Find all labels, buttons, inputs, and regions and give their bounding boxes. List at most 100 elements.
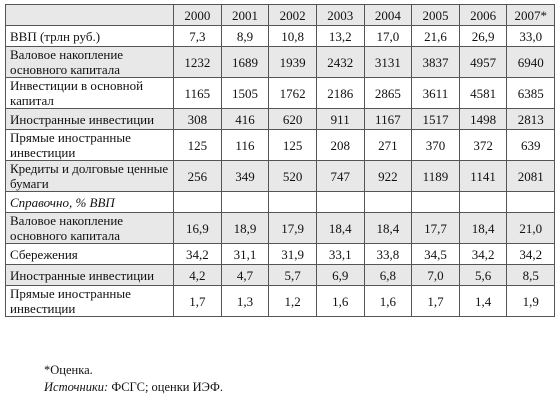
value-cell: 10,8 xyxy=(268,25,317,47)
value-cell: 21,0 xyxy=(506,212,555,244)
table-row: Кредиты и долговые ценные бумаги 256 349 52… xyxy=(5,160,555,192)
table-row: Справочно, % ВВП xyxy=(5,191,555,213)
table-row: Валовое накопление основного капитала 16,… xyxy=(5,212,555,244)
table-row: Инвестиции в основной капитал 1165 1505 176… xyxy=(5,77,555,109)
empty-cell xyxy=(363,191,413,213)
value-cell: 125 xyxy=(268,129,317,161)
value-cell: 2813 xyxy=(506,108,555,130)
value-cell: 34,2 xyxy=(506,243,555,265)
value-cell: 5,6 xyxy=(458,264,508,286)
value-cell: 1189 xyxy=(411,160,460,192)
value-cell: 922 xyxy=(363,160,413,192)
empty-cell xyxy=(220,191,270,213)
value-cell: 21,6 xyxy=(411,25,460,47)
year-header: 2002 xyxy=(268,4,317,26)
value-cell: 1,2 xyxy=(268,285,317,317)
table-row: Валовое накопление основного капитала 123… xyxy=(5,46,555,78)
table-row: Прямые иностранные инвестиции 1,7 1,3 1,2 1,… xyxy=(5,285,555,317)
value-cell: 520 xyxy=(268,160,317,192)
value-cell: 1939 xyxy=(268,46,317,78)
value-cell: 1,6 xyxy=(315,285,365,317)
value-cell: 1,3 xyxy=(220,285,270,317)
value-cell: 16,9 xyxy=(173,212,222,244)
value-cell: 6,8 xyxy=(363,264,413,286)
value-cell: 1,4 xyxy=(458,285,508,317)
table-body: 2000 2001 2002 2003 2004 2005 2006 2007* ВВП (т… xyxy=(5,4,555,317)
data-table: 2000 2001 2002 2003 2004 2005 2006 2007* ВВП (т… xyxy=(5,4,555,317)
value-cell: 1689 xyxy=(220,46,270,78)
value-cell: 1141 xyxy=(458,160,508,192)
value-cell: 4,7 xyxy=(220,264,270,286)
value-cell: 1167 xyxy=(363,108,413,130)
value-cell: 3837 xyxy=(411,46,460,78)
value-cell: 18,4 xyxy=(315,212,365,244)
value-cell: 2865 xyxy=(363,77,413,109)
row-label: Справочно, % ВВП xyxy=(5,191,174,213)
year-header: 2006 xyxy=(458,4,508,26)
note-estimate: *Оценка. xyxy=(44,363,93,377)
value-cell: 17,0 xyxy=(363,25,413,47)
empty-cell xyxy=(315,191,365,213)
value-cell: 8,5 xyxy=(506,264,555,286)
value-cell: 208 xyxy=(315,129,365,161)
value-cell: 2186 xyxy=(315,77,365,109)
value-cell: 639 xyxy=(506,129,555,161)
year-header: 2007* xyxy=(506,4,555,26)
row-label: Валовое накопление основного капитала xyxy=(5,212,174,244)
value-cell: 308 xyxy=(173,108,222,130)
row-label: Прямые иностранные инвестиции xyxy=(5,285,174,317)
value-cell: 31,1 xyxy=(220,243,270,265)
value-cell: 34,5 xyxy=(411,243,460,265)
value-cell: 349 xyxy=(220,160,270,192)
empty-cell xyxy=(268,191,317,213)
table-row: Прямые иностранные инвестиции 125 116 125 20… xyxy=(5,129,555,161)
value-cell: 372 xyxy=(458,129,508,161)
value-cell: 1,9 xyxy=(506,285,555,317)
value-cell: 256 xyxy=(173,160,222,192)
value-cell: 2432 xyxy=(315,46,365,78)
value-cell: 1165 xyxy=(173,77,222,109)
year-header: 2005 xyxy=(411,4,460,26)
value-cell: 26,9 xyxy=(458,25,508,47)
value-cell: 7,3 xyxy=(173,25,222,47)
value-cell: 1,7 xyxy=(173,285,222,317)
row-label: Иностранные инвестиции xyxy=(5,108,174,130)
value-cell: 34,2 xyxy=(173,243,222,265)
value-cell: 6940 xyxy=(506,46,555,78)
value-cell: 17,9 xyxy=(268,212,317,244)
value-cell: 1,6 xyxy=(363,285,413,317)
header-row: 2000 2001 2002 2003 2004 2005 2006 2007* xyxy=(5,4,555,26)
value-cell: 1498 xyxy=(458,108,508,130)
sources-label: Источники: xyxy=(44,380,109,394)
row-label: Сбережения xyxy=(5,243,174,265)
value-cell: 1505 xyxy=(220,77,270,109)
value-cell: 1517 xyxy=(411,108,460,130)
year-header: 2000 xyxy=(173,4,222,26)
value-cell: 747 xyxy=(315,160,365,192)
value-cell: 1762 xyxy=(268,77,317,109)
value-cell: 3131 xyxy=(363,46,413,78)
row-label: Валовое накопление основного капитала xyxy=(5,46,174,78)
value-cell: 1232 xyxy=(173,46,222,78)
sources-text: ФСГС; оценки ИЭФ. xyxy=(111,380,223,394)
value-cell: 33,8 xyxy=(363,243,413,265)
value-cell: 18,9 xyxy=(220,212,270,244)
table-row: Иностранные инвестиции 4,2 4,7 5,7 6,9 6,8 7,0… xyxy=(5,264,555,286)
value-cell: 33,1 xyxy=(315,243,365,265)
value-cell: 18,4 xyxy=(458,212,508,244)
value-cell: 33,0 xyxy=(506,25,555,47)
value-cell: 5,7 xyxy=(268,264,317,286)
value-cell: 34,2 xyxy=(458,243,508,265)
value-cell: 4,2 xyxy=(173,264,222,286)
empty-cell xyxy=(411,191,460,213)
row-label: Прямые иностранные инвестиции xyxy=(5,129,174,161)
value-cell: 4957 xyxy=(458,46,508,78)
value-cell: 2081 xyxy=(506,160,555,192)
value-cell: 13,2 xyxy=(315,25,365,47)
value-cell: 7,0 xyxy=(411,264,460,286)
row-label: Инвестиции в основной капитал xyxy=(5,77,174,109)
value-cell: 6,9 xyxy=(315,264,365,286)
value-cell: 4581 xyxy=(458,77,508,109)
value-cell: 116 xyxy=(220,129,270,161)
value-cell: 8,9 xyxy=(220,25,270,47)
